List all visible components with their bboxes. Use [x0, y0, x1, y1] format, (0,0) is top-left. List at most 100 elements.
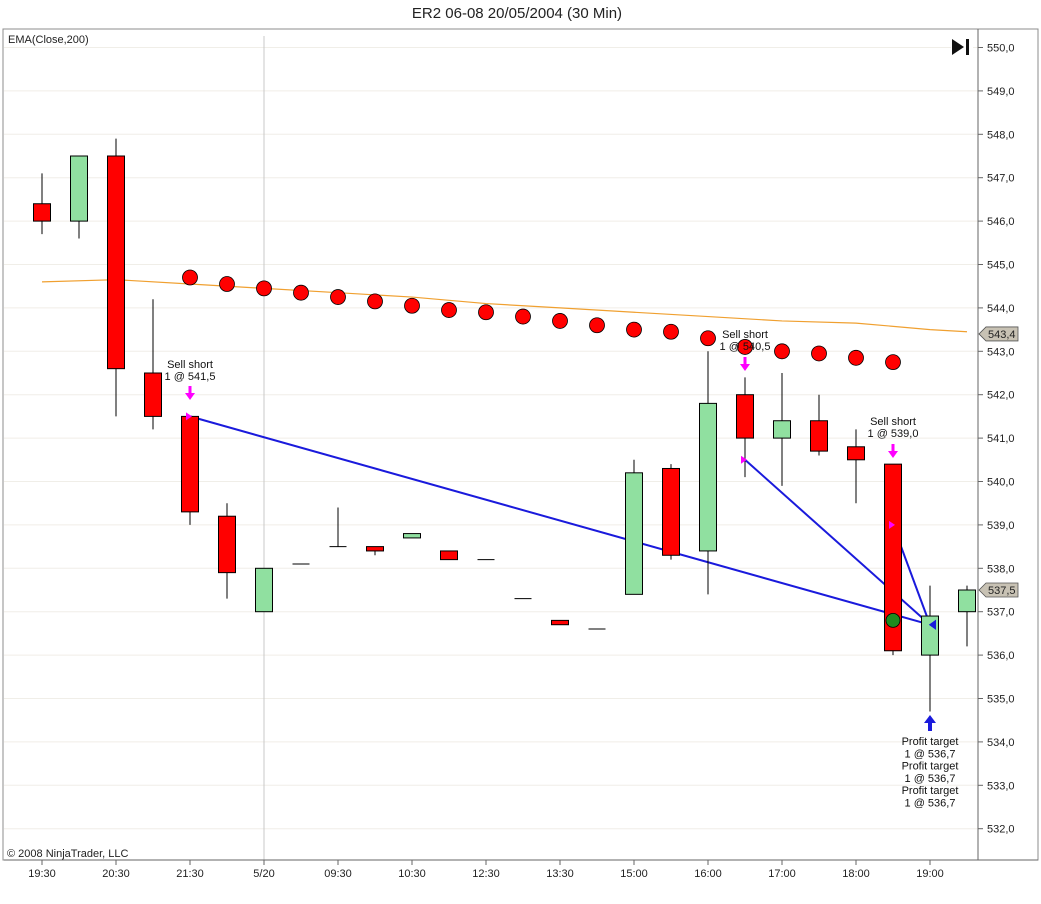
candle-body: [958, 589, 976, 613]
stop-dot: [626, 321, 642, 338]
candle: [625, 459, 643, 595]
y-tick-label: 545,0: [987, 260, 1015, 272]
candle: [440, 550, 458, 561]
stop-dot: [774, 343, 790, 360]
candle: [773, 373, 791, 486]
candle-body: [699, 402, 717, 552]
sell-short-arrow-icon: [740, 357, 750, 371]
y-tick-label: 540,0: [987, 477, 1015, 489]
y-tick-label: 537,0: [987, 607, 1015, 619]
stop-dot: [700, 330, 716, 347]
candle-body: [181, 415, 199, 513]
entry-marker: [186, 412, 192, 421]
profit-target-label: 1 @ 536,7: [905, 748, 956, 760]
last-price-tag: 537,5: [978, 582, 1019, 598]
y-tick-label: 542,0: [987, 390, 1015, 402]
sell-short-label: Sell short: [870, 416, 916, 428]
x-tick-label: 20:30: [102, 868, 130, 880]
candle: [551, 619, 569, 626]
candle: [329, 507, 347, 548]
candle-body: [218, 515, 236, 574]
stop-dot: [219, 276, 235, 292]
profit-target-label: 1 @ 536,7: [905, 773, 956, 785]
x-tick-label: 10:30: [398, 868, 426, 880]
x-tick-label: 17:00: [768, 868, 796, 880]
candle: [921, 585, 939, 712]
profit-target-label: Profit target: [902, 785, 959, 797]
y-tick-label: 550,0: [987, 43, 1015, 55]
arrow-shaft: [188, 386, 192, 394]
arrow-head: [924, 715, 936, 723]
sell-short-arrow-icon: [888, 444, 898, 458]
y-tick-label: 544,0: [987, 303, 1015, 315]
candle-body: [255, 567, 273, 613]
y-tick-label: 534,0: [987, 737, 1015, 749]
stop-dot: [256, 280, 272, 297]
candle-layer: [33, 138, 976, 712]
candle-body: [403, 533, 421, 539]
candle-body: [810, 420, 828, 452]
indicator-label: EMA(Close,200): [8, 34, 89, 46]
stop-dot: [811, 345, 827, 362]
exit-marker: [929, 619, 936, 630]
stop-dots-layer: [182, 269, 901, 371]
profit-target-arrow-icon: [924, 715, 936, 731]
sell-short-label: 1 @ 541,5: [165, 371, 216, 383]
x-tick-label: 15:00: [620, 868, 648, 880]
candle-body: [70, 155, 88, 222]
candle-body: [551, 619, 569, 626]
trade-line: [744, 459, 931, 626]
axis-layer: 550,0 549,0 548,0 547,0 546,0 545,0 544,0 543,0…: [4, 29, 1038, 880]
stop-dot: [848, 349, 864, 366]
arrow-head: [740, 364, 750, 371]
x-tick-label: 19:30: [28, 868, 56, 880]
profit-target-label: Profit target: [902, 736, 959, 748]
y-tick-label: 547,0: [987, 173, 1015, 185]
candle: [366, 546, 384, 556]
arrow-shaft: [743, 357, 747, 365]
candle-body: [773, 420, 791, 439]
candle-body: [847, 446, 865, 461]
y-tick-label: 543,0: [987, 346, 1015, 358]
stop-dot: [404, 297, 420, 314]
candle: [181, 415, 199, 525]
ema-line: [41, 279, 968, 333]
entry-marker: [889, 520, 895, 529]
price-tag-shape: [978, 326, 1019, 342]
candle: [107, 138, 125, 417]
candle-body: [107, 155, 125, 370]
stop-dot: [515, 308, 531, 325]
arrow-shaft: [891, 444, 895, 452]
fill-dot: [885, 612, 901, 628]
candle: [736, 377, 754, 478]
x-tick-label: 16:00: [694, 868, 722, 880]
x-tick-label: 21:30: [176, 868, 204, 880]
arrow-head: [888, 451, 898, 458]
candle: [70, 155, 88, 239]
price-tag-shape: [978, 582, 1019, 598]
y-tick-label: 536,0: [987, 650, 1015, 662]
y-tick-label: 548,0: [987, 129, 1015, 141]
price-tag-text: 543,4: [988, 329, 1016, 341]
trade-marker-layer: [185, 357, 936, 731]
jump-to-end-icon[interactable]: [951, 37, 973, 57]
y-tick-label: 535,0: [987, 694, 1015, 706]
x-tick-label: 13:30: [546, 868, 574, 880]
x-tick-label: 5/20: [253, 868, 274, 880]
stop-dot: [182, 269, 198, 286]
ema-layer: [41, 279, 968, 333]
stop-dot: [478, 304, 494, 321]
candle: [33, 173, 51, 235]
candle: [847, 429, 865, 504]
stop-dot: [885, 354, 901, 371]
stop-dot: [589, 317, 605, 334]
stop-dot: [293, 284, 309, 301]
y-tick-label: 532,0: [987, 824, 1015, 836]
arrow-head: [185, 393, 195, 400]
candle-body: [144, 372, 162, 417]
y-tick-label: 539,0: [987, 520, 1015, 532]
candle: [662, 464, 680, 560]
candle-body: [625, 472, 643, 595]
